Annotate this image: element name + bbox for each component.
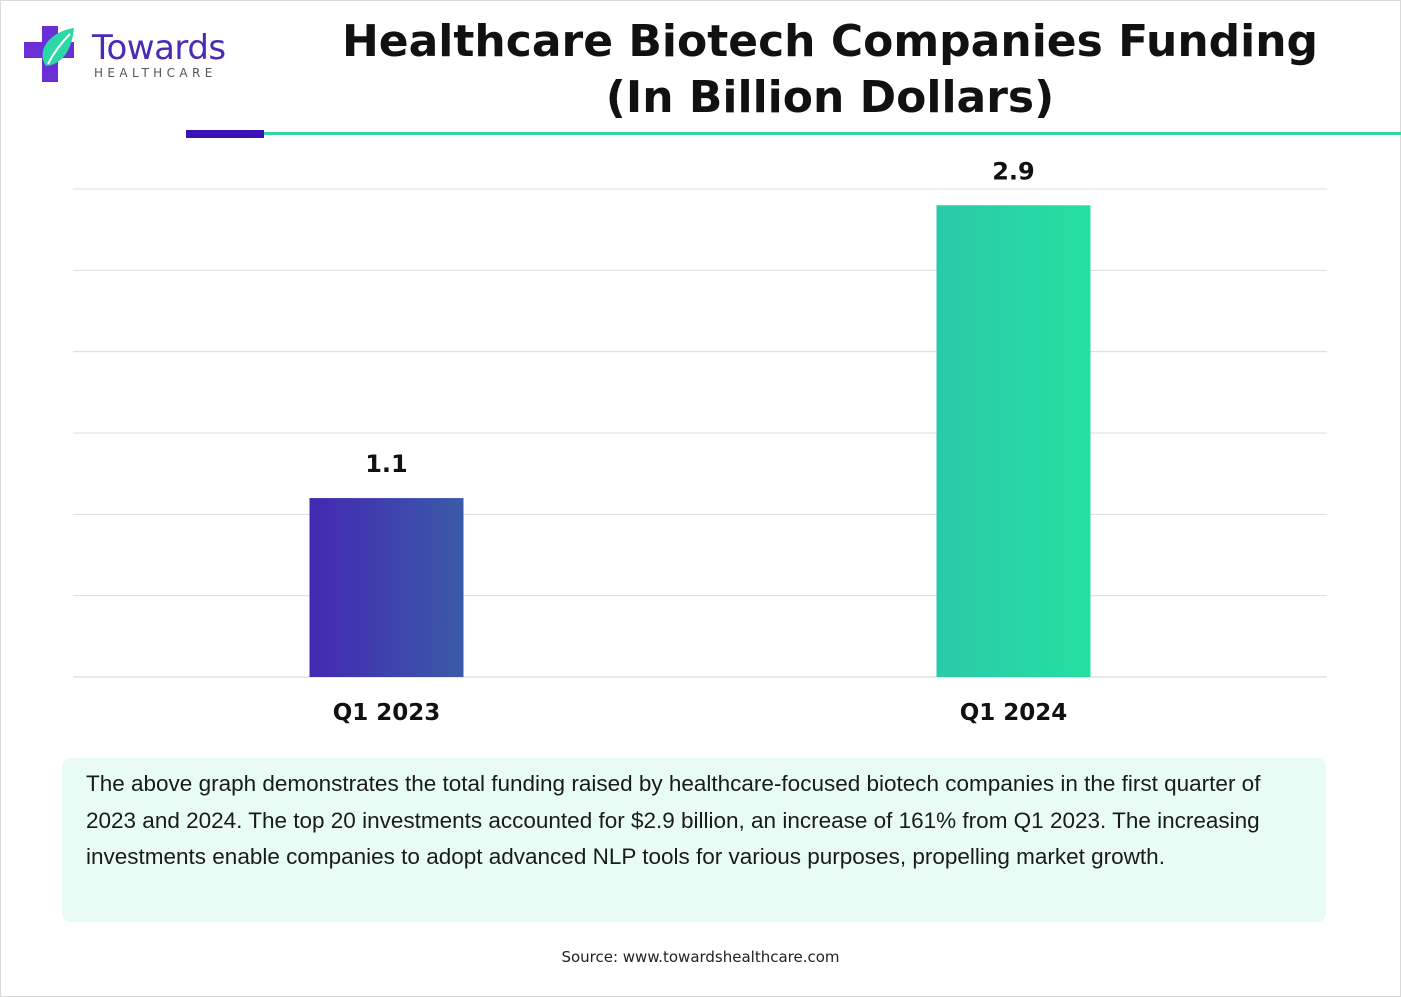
data-label: 1.1 bbox=[365, 450, 408, 478]
chart-title: Healthcare Biotech Companies Funding (In… bbox=[300, 14, 1360, 126]
brand-subtitle: HEALTHCARE bbox=[94, 66, 217, 80]
brand-logo: Towards HEALTHCARE bbox=[22, 22, 242, 88]
data-label: 2.9 bbox=[992, 160, 1035, 185]
medical-cross-leaf-icon bbox=[24, 26, 74, 82]
bar bbox=[936, 205, 1091, 677]
title-rule-accent bbox=[186, 130, 264, 138]
x-tick-label: Q1 2023 bbox=[333, 700, 441, 726]
title-rule-line bbox=[264, 132, 1401, 135]
bar bbox=[309, 498, 464, 677]
description-text: The above graph demonstrates the total f… bbox=[86, 771, 1261, 869]
bar-chart: 1.1 Q1 2023 2.9 Q1 2024 bbox=[73, 160, 1327, 726]
chart-title-line-2: (In Billion Dollars) bbox=[605, 72, 1055, 123]
x-tick-label: Q1 2024 bbox=[960, 700, 1068, 726]
description-box: The above graph demonstrates the total f… bbox=[62, 758, 1326, 922]
chart-title-line-1: Healthcare Biotech Companies Funding bbox=[341, 16, 1319, 67]
source-credit: Source: www.towardshealthcare.com bbox=[561, 948, 840, 966]
brand-name: Towards bbox=[92, 28, 226, 68]
